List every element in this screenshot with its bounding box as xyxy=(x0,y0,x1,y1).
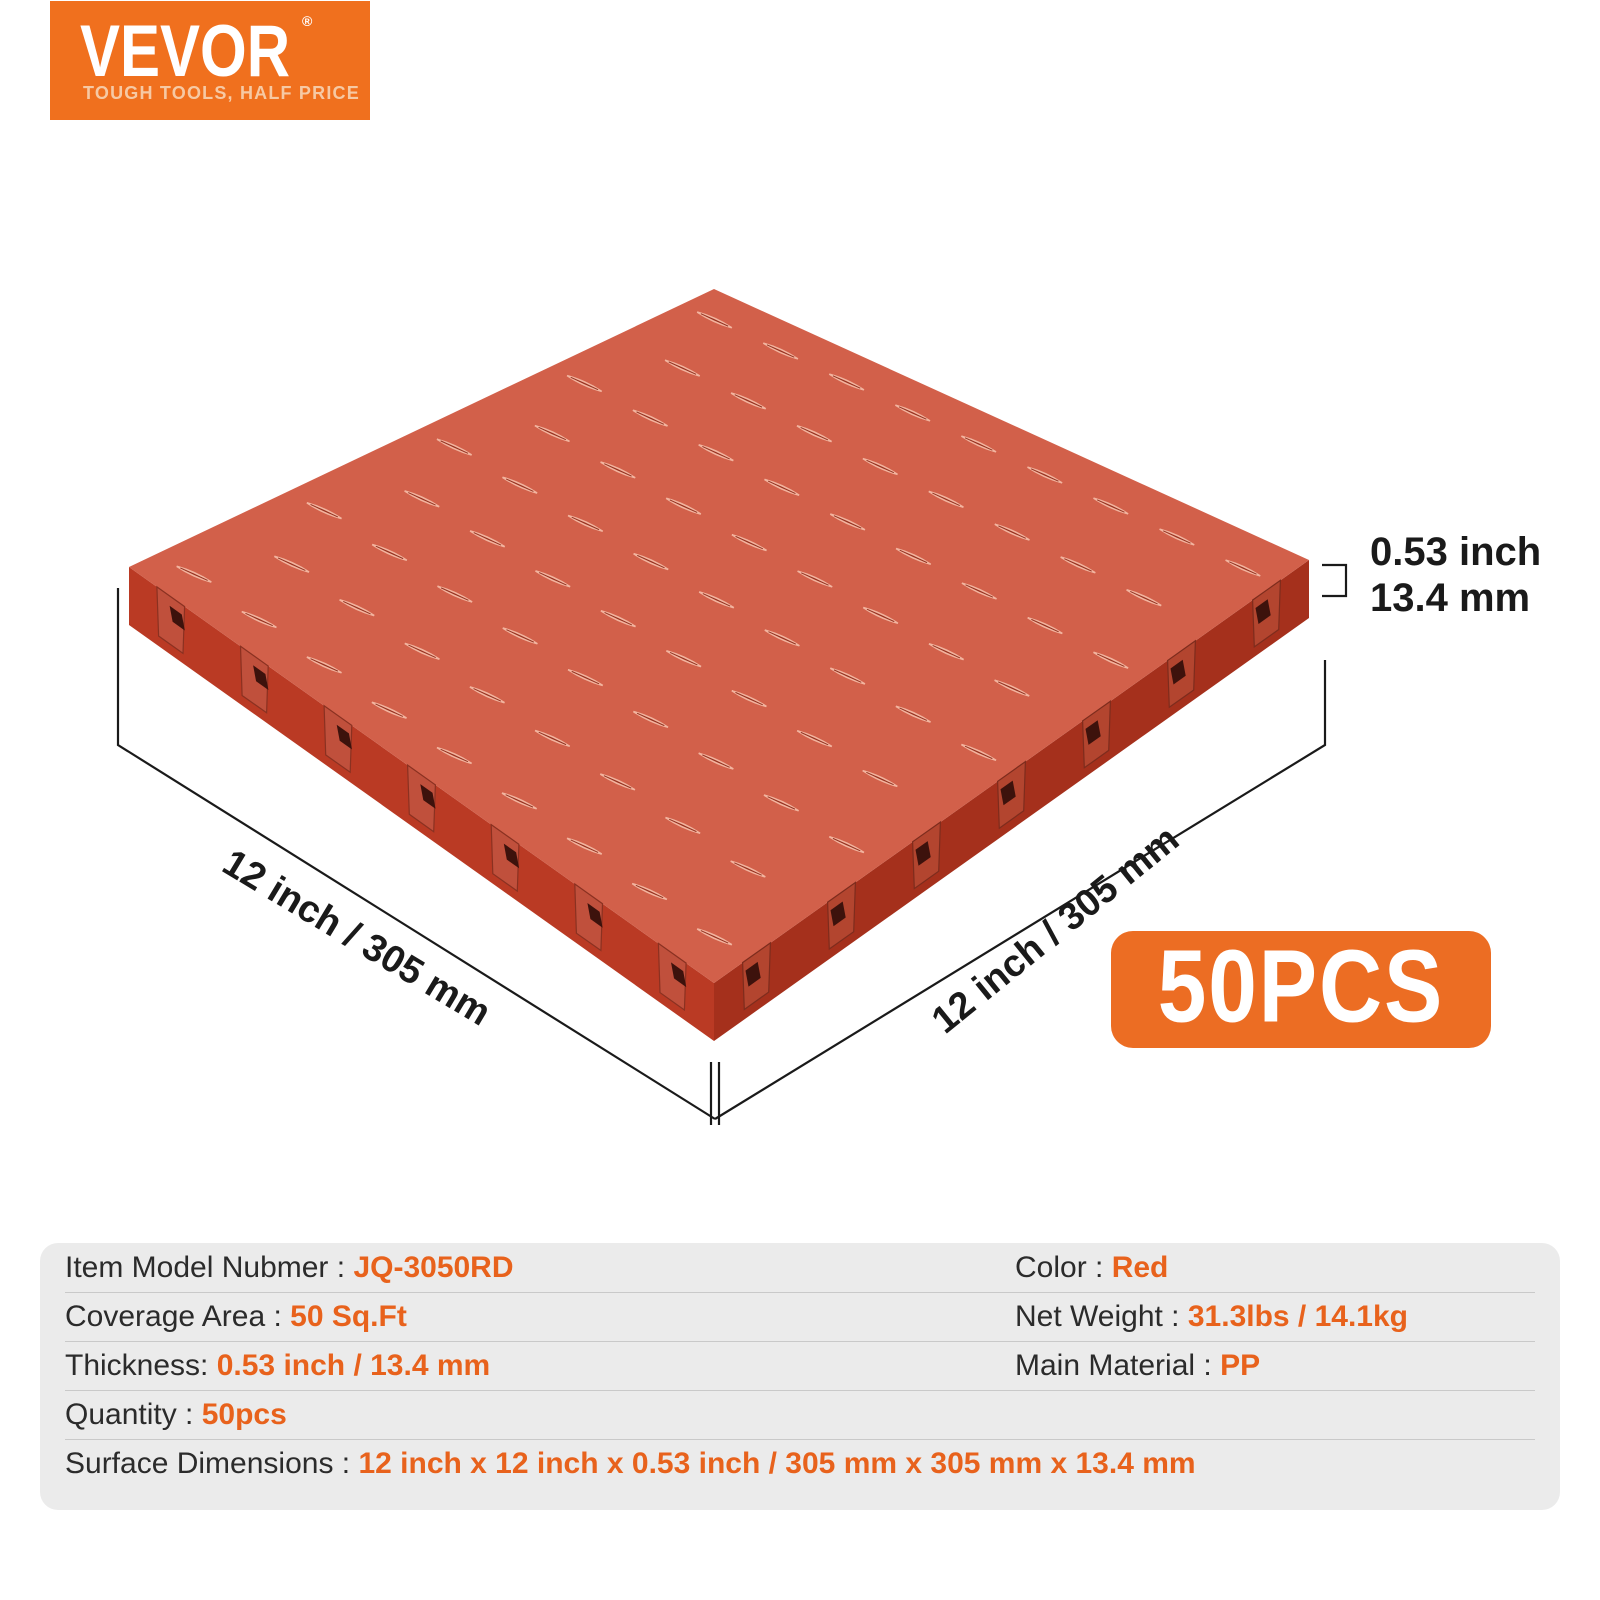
svg-text:12 inch / 305 mm: 12 inch / 305 mm xyxy=(215,842,497,1035)
svg-text:13.4 mm: 13.4 mm xyxy=(1370,576,1530,620)
svg-text:50PCS: 50PCS xyxy=(1158,930,1444,1044)
svg-text:0.53 inch: 0.53 inch xyxy=(1370,530,1541,574)
